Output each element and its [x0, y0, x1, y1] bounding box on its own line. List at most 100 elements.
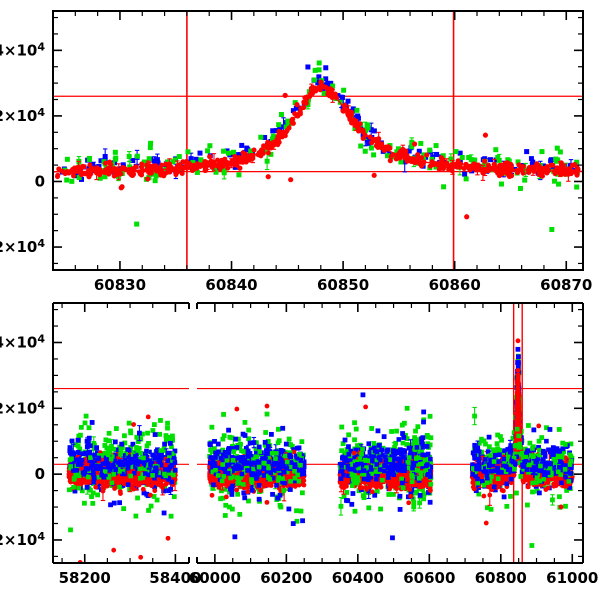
bottom-data-point — [122, 456, 128, 461]
bottom-data-point — [138, 554, 144, 560]
bottom-data-point — [96, 474, 102, 480]
top-data-point — [236, 172, 242, 178]
bottom-data-point — [401, 449, 407, 455]
top-xtick-label-3: 60860 — [429, 276, 481, 294]
bottom-data-point — [401, 435, 407, 440]
top-data-point — [95, 166, 101, 172]
top-data-point — [548, 158, 554, 164]
bottom-data-point — [123, 451, 129, 456]
top-data-point — [362, 148, 368, 154]
top-data-point — [357, 121, 363, 127]
bottom-data-point — [122, 440, 128, 446]
bottom-data-point — [117, 460, 123, 466]
bottom-data-point — [507, 446, 513, 452]
bottom-data-point — [415, 424, 421, 430]
top-data-point — [436, 167, 442, 173]
bottom-data-point — [486, 444, 492, 450]
bottom-data-point — [495, 432, 501, 438]
bottom-data-point — [248, 484, 254, 490]
top-data-point — [261, 143, 267, 149]
bottom-data-point — [479, 449, 485, 455]
bottom-data-point — [428, 435, 434, 441]
bottom-data-point — [156, 478, 161, 483]
bottom-data-point — [91, 479, 97, 485]
top-data-point — [87, 162, 93, 168]
top-model-curve — [53, 85, 582, 173]
bottom-data-point — [162, 441, 167, 447]
bottom-data-point — [508, 494, 513, 499]
bottom-data-point — [501, 494, 507, 500]
bottom-data-point — [73, 442, 79, 448]
bottom-data-point — [421, 419, 426, 425]
bottom-data-point — [341, 494, 347, 500]
top-data-point — [321, 90, 327, 96]
bottom-data-point — [246, 436, 252, 442]
bottom-data-point — [401, 420, 407, 426]
top-data-point — [90, 162, 96, 168]
bottom-data-point — [151, 422, 157, 427]
top-data-point — [273, 128, 279, 134]
bottom-data-point — [165, 420, 170, 426]
bottom-data-point — [241, 490, 247, 496]
bottom-data-point — [415, 442, 420, 447]
bottom-data-point — [102, 469, 108, 474]
bottom-data-point — [339, 448, 345, 454]
bottom-data-point — [103, 472, 108, 477]
bottom-data-point — [529, 543, 535, 548]
top-data-point — [527, 165, 533, 171]
bottom-data-point — [166, 434, 172, 440]
bottom-data-point — [142, 466, 147, 471]
bottom-data-point — [99, 453, 104, 458]
top-data-point — [287, 121, 293, 127]
bottom-data-point — [415, 437, 421, 443]
top-data-point — [323, 65, 329, 71]
bottom-data-point — [106, 475, 112, 480]
bottom-data-point — [247, 440, 253, 446]
top-data-point — [493, 157, 499, 163]
bottom-data-point — [166, 477, 172, 482]
bottom-data-point — [338, 503, 344, 509]
top-data-point — [102, 154, 108, 160]
top-data-point — [427, 147, 433, 153]
bottom-data-point — [165, 535, 171, 541]
bottom-data-point — [427, 442, 433, 448]
bottom-data-point — [82, 500, 87, 506]
top-data-point — [270, 128, 276, 134]
bottom-data-point — [136, 482, 142, 488]
bottom-data-point — [71, 484, 76, 490]
bottom-data-point — [134, 451, 140, 457]
bottom-data-point — [550, 445, 556, 451]
bottom-data-point — [515, 365, 521, 370]
bottom-data-point — [148, 462, 153, 468]
top-data-point — [102, 167, 108, 173]
bottom-data-point — [102, 450, 108, 456]
top-data-point — [395, 146, 401, 152]
bottom-data-point — [99, 472, 104, 478]
bottom-data-point — [94, 452, 100, 458]
bottom-data-point — [352, 420, 357, 426]
bottom-data-point — [374, 489, 380, 494]
bottom-data-point — [154, 497, 160, 503]
top-data-point — [290, 108, 296, 114]
bottom-data-point — [399, 451, 404, 457]
bottom-data-point — [286, 506, 292, 512]
bottom-data-point — [420, 435, 426, 441]
bottom-data-point — [157, 459, 163, 465]
bottom-data-point — [400, 431, 405, 436]
bottom-data-point — [360, 392, 366, 398]
top-data-point — [86, 174, 92, 180]
bottom-data-point — [530, 489, 535, 495]
top-data-point — [54, 174, 60, 180]
bottom-data-point — [527, 440, 533, 446]
bottom-data-point — [106, 452, 111, 458]
top-data-point — [97, 175, 103, 181]
top-data-point — [477, 166, 483, 172]
bottom-data-point — [300, 518, 305, 524]
bottom-data-point — [397, 507, 403, 512]
bottom-data-point — [170, 433, 175, 439]
bottom-data-point — [118, 452, 123, 457]
bottom-data-point — [256, 444, 262, 450]
bottom-data-point — [168, 513, 174, 519]
top-ytick-label-1: 0 — [35, 172, 45, 190]
